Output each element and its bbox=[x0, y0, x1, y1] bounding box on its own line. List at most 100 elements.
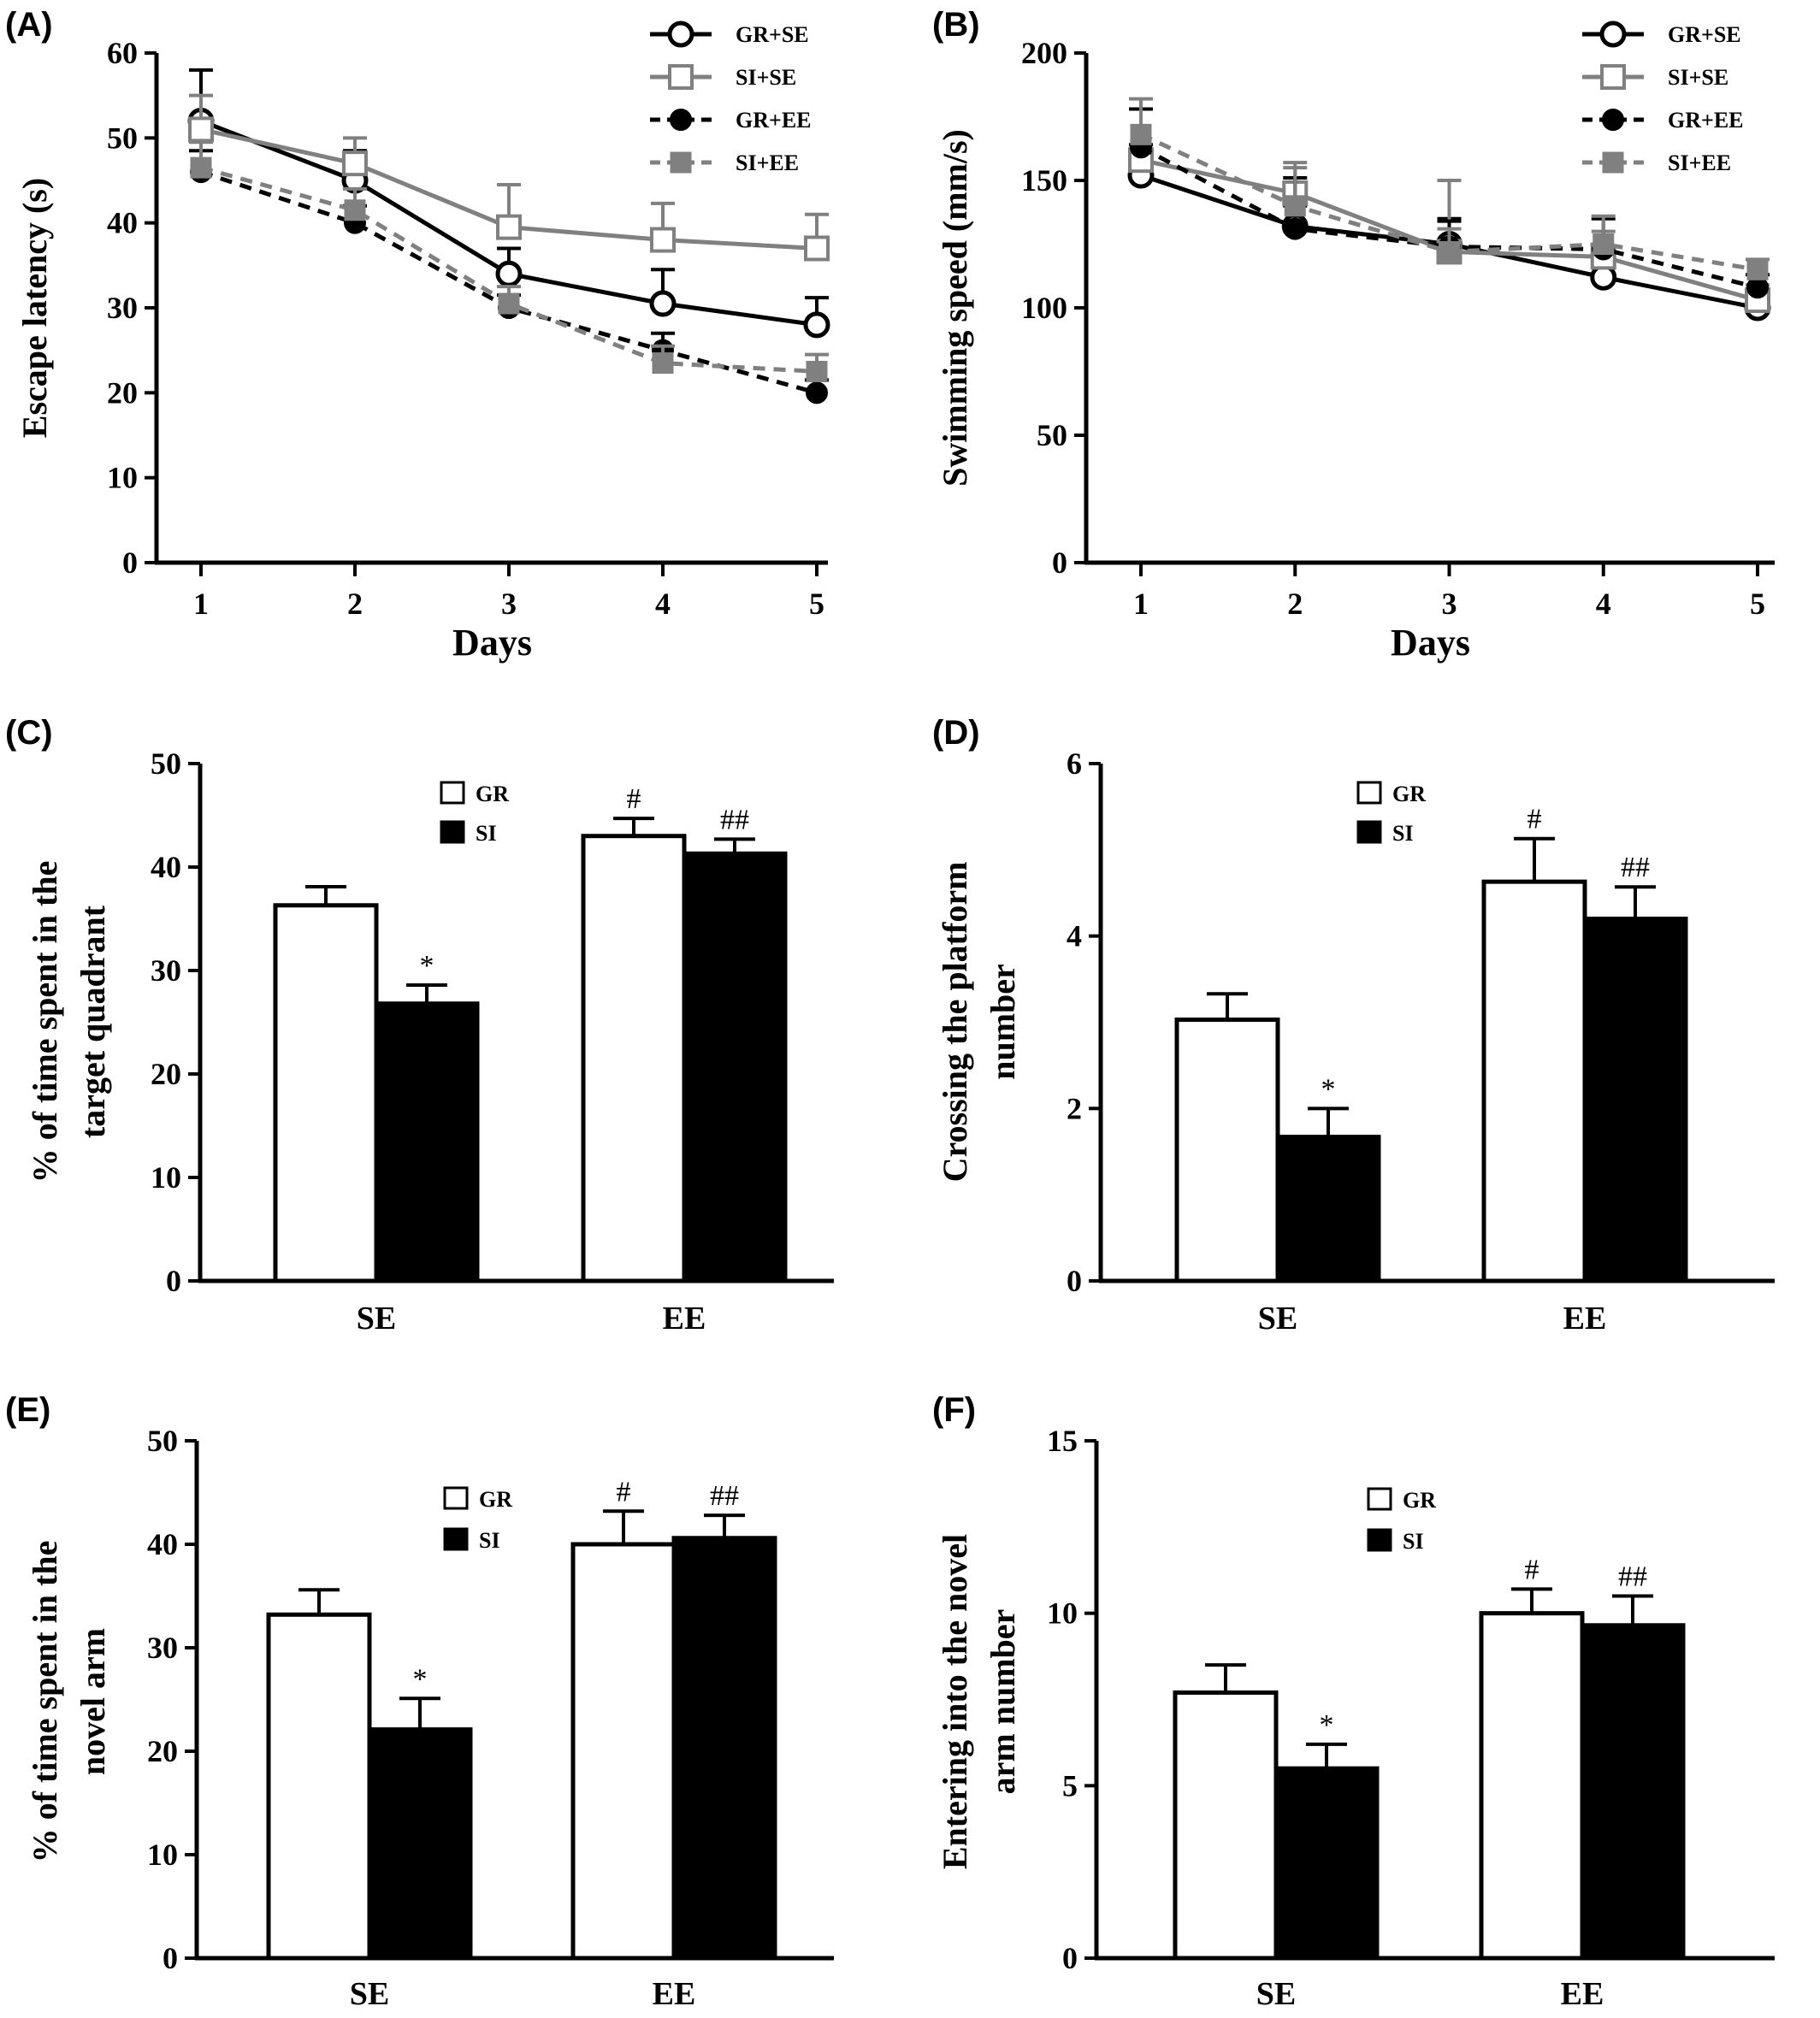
panel-b-legend-marker bbox=[1600, 64, 1626, 90]
panel-b-ylabel: Swimming speed (mm/s) bbox=[936, 129, 974, 487]
panel-a-data-point bbox=[804, 235, 830, 262]
panel-f-significance-mark: ## bbox=[1618, 1561, 1647, 1593]
panel-c-ytick-label: 50 bbox=[151, 746, 181, 781]
panel-d-significance-mark: # bbox=[1528, 804, 1542, 835]
panel-a-data-point bbox=[649, 290, 677, 317]
panel-d-bar bbox=[1582, 917, 1688, 1283]
panel-a-data-point bbox=[495, 260, 523, 287]
panel-f-ylabel-line: arm number bbox=[984, 1609, 1022, 1795]
panel-f-ytick-label: 10 bbox=[1047, 1596, 1078, 1631]
panel-e-bar bbox=[570, 1542, 677, 1961]
panel-a-legend-marker bbox=[668, 64, 694, 90]
panel-f-significance-mark: # bbox=[1525, 1554, 1539, 1585]
panel-a-legend-label: GR+SE bbox=[736, 22, 809, 47]
panel-d-legend-swatch bbox=[1356, 781, 1382, 805]
panel-c-legend-swatch bbox=[440, 781, 465, 805]
panel-b-legend-label: GR+SE bbox=[1668, 22, 1741, 47]
panel-a-letter: (A) bbox=[5, 6, 53, 44]
panel-d-legend-swatch bbox=[1356, 820, 1382, 844]
panel-f-legend-label: SI bbox=[1403, 1529, 1424, 1554]
panel-a-ytick-label: 10 bbox=[107, 461, 138, 495]
panel-f-bar bbox=[1273, 1766, 1380, 1961]
panel-f-category-label: SE bbox=[1256, 1976, 1296, 2012]
panel-b-ytick-label: 0 bbox=[1052, 546, 1067, 580]
panel-a-legend-marker bbox=[667, 21, 694, 48]
panel-f-legend-swatch bbox=[1367, 1528, 1392, 1552]
panel-e-ylabel-line: novel arm bbox=[74, 1628, 112, 1775]
panel-d-significance-mark: ## bbox=[1621, 852, 1650, 883]
panel-d-letter: (D) bbox=[932, 714, 980, 752]
panel-b-legend-label: SI+SE bbox=[1668, 65, 1728, 90]
panel-d-bar bbox=[1174, 1017, 1280, 1283]
panel-b-legend-label: SI+EE bbox=[1668, 150, 1731, 175]
panel-e-legend-swatch bbox=[443, 1486, 469, 1510]
panel-e-legend-swatch bbox=[443, 1527, 469, 1551]
panel-d-legend-label: GR bbox=[1392, 782, 1426, 806]
panel-f-ylabel-line: Entering into the novel bbox=[936, 1534, 974, 1869]
panel-b-xtick-label: 1 bbox=[1133, 587, 1149, 621]
panel-f-category-label: EE bbox=[1561, 1976, 1604, 2012]
panel-a-xtick-label: 2 bbox=[347, 587, 363, 621]
panel-b-data-point bbox=[1592, 233, 1615, 255]
panel-d-category-label: SE bbox=[1258, 1301, 1297, 1336]
panel-c-bar bbox=[682, 851, 788, 1283]
panel-a-xtick-label: 4 bbox=[655, 587, 671, 621]
panel-b-data-point bbox=[1130, 123, 1152, 145]
panel-f-bar bbox=[1479, 1611, 1585, 1961]
panel-f-ytick-label: 5 bbox=[1062, 1768, 1078, 1803]
panel-d-bar bbox=[1481, 879, 1587, 1283]
panel-d-ylabel-line: Crossing the platform bbox=[936, 862, 974, 1183]
panel-e-ytick-label: 10 bbox=[147, 1838, 178, 1872]
panel-f-bar bbox=[1173, 1690, 1279, 1961]
panel-c-letter: (C) bbox=[5, 714, 53, 752]
panel-b-data-point bbox=[1284, 195, 1306, 217]
panel-e-category-label: EE bbox=[653, 1976, 696, 2012]
panel-b-data-point bbox=[1284, 217, 1307, 240]
panel-a-data-point bbox=[188, 116, 214, 143]
panel-b-ytick-label: 200 bbox=[1021, 36, 1067, 70]
panel-a-ylabel: Escape latency (s) bbox=[15, 178, 54, 438]
panel-a-data-point bbox=[806, 361, 828, 382]
panel-c-significance-mark: # bbox=[627, 783, 641, 815]
panel-a-legend-label: SI+EE bbox=[736, 150, 799, 175]
panel-c-ylabel-line: % of time spent in the bbox=[26, 861, 64, 1183]
panel-f-bar bbox=[1580, 1623, 1686, 1961]
panel-e-bar bbox=[367, 1727, 473, 1961]
panel-e-significance-mark: * bbox=[413, 1663, 428, 1695]
panel-d-legend-label: SI bbox=[1392, 821, 1414, 846]
panel-a-legend-marker bbox=[670, 151, 692, 174]
panel-f-legend-swatch bbox=[1367, 1487, 1392, 1511]
panel-a-data-point bbox=[344, 199, 366, 221]
panel-f-significance-mark: * bbox=[1320, 1709, 1334, 1741]
panel-b-data-point bbox=[1746, 258, 1769, 280]
panel-d-ytick-label: 2 bbox=[1067, 1091, 1082, 1125]
panel-a-xtick-label: 1 bbox=[193, 587, 209, 621]
panel-a-ytick-label: 40 bbox=[107, 206, 138, 240]
panel-b-legend-label: GR+EE bbox=[1668, 108, 1744, 133]
panel-e-bar bbox=[671, 1536, 777, 1961]
panel-e-category-label: SE bbox=[350, 1976, 389, 2012]
panel-b-legend-marker bbox=[1602, 109, 1624, 131]
panel-c-ytick-label: 0 bbox=[166, 1264, 181, 1298]
panel-c-bar bbox=[374, 1001, 480, 1283]
panel-b-letter: (B) bbox=[932, 6, 980, 44]
panel-e-ylabel-line: % of time spent in the bbox=[26, 1541, 64, 1863]
panel-a-data-point bbox=[498, 292, 520, 315]
panel-e-ytick-label: 50 bbox=[147, 1424, 178, 1458]
panel-c-ytick-label: 40 bbox=[151, 850, 181, 884]
panel-f-letter: (F) bbox=[932, 1391, 976, 1429]
panel-e-ytick-label: 40 bbox=[147, 1527, 178, 1561]
panel-a-data-point bbox=[652, 352, 674, 375]
panel-c-legend-label: GR bbox=[476, 782, 509, 806]
panel-f-ytick-label: 0 bbox=[1062, 1941, 1078, 1975]
panel-d-ytick-label: 6 bbox=[1067, 746, 1082, 781]
panel-d-bar bbox=[1275, 1135, 1381, 1283]
panel-a-data-point bbox=[803, 311, 830, 339]
panel-c-ytick-label: 10 bbox=[151, 1160, 181, 1195]
panel-e-significance-mark: ## bbox=[710, 1480, 739, 1512]
panel-a-xtick-label: 5 bbox=[809, 587, 824, 621]
panel-a-ytick-label: 60 bbox=[107, 36, 138, 70]
panel-e-legend-label: GR bbox=[479, 1487, 512, 1512]
panel-b-ytick-label: 150 bbox=[1021, 163, 1067, 198]
